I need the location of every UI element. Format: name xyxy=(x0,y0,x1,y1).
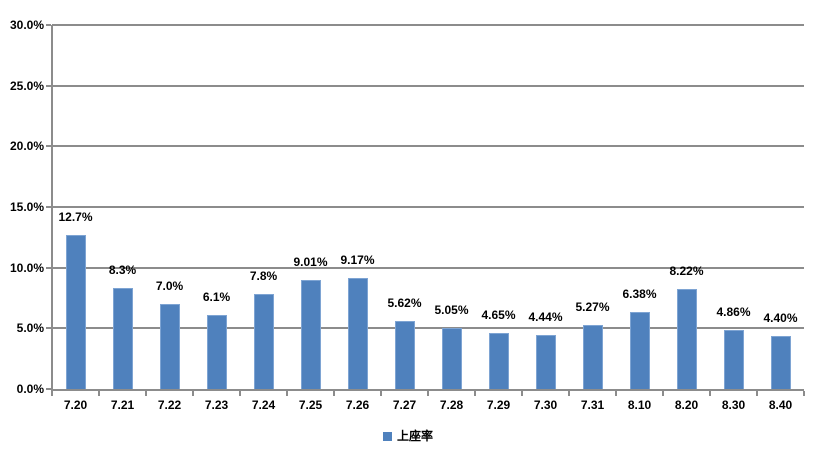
x-tick xyxy=(98,391,100,396)
y-tick xyxy=(46,266,51,269)
data-label: 4.86% xyxy=(716,305,751,320)
x-axis-label: 7.23 xyxy=(204,398,229,412)
y-tick xyxy=(46,84,51,87)
x-tick xyxy=(51,391,53,396)
gridline xyxy=(52,206,804,208)
y-axis-label: 30.0% xyxy=(9,18,44,32)
y-axis-label: 0.0% xyxy=(16,382,44,396)
x-axis-label: 7.25 xyxy=(298,398,323,412)
x-axis-label: 8.30 xyxy=(721,398,746,412)
x-tick xyxy=(239,391,241,396)
data-label: 4.44% xyxy=(528,310,563,325)
bar xyxy=(159,304,180,389)
y-axis-label: 20.0% xyxy=(9,139,44,154)
data-label: 9.17% xyxy=(340,252,375,267)
data-label: 6.1% xyxy=(202,289,231,304)
x-axis-label: 7.28 xyxy=(439,398,464,412)
y-tick xyxy=(46,206,51,208)
data-label: 9.01% xyxy=(293,254,328,269)
y-tick xyxy=(46,24,51,26)
data-label: 5.05% xyxy=(434,302,469,317)
x-tick xyxy=(427,391,429,396)
x-axis-label: 7.31 xyxy=(580,398,605,412)
y-axis-label: 5.0% xyxy=(16,321,44,336)
data-label: 6.38% xyxy=(622,286,657,301)
x-axis-label: 8.40 xyxy=(768,398,793,412)
bar xyxy=(770,335,791,389)
x-tick xyxy=(662,391,664,396)
x-tick xyxy=(286,391,288,396)
x-axis-line xyxy=(52,389,804,391)
x-axis-label: 7.20 xyxy=(63,398,88,412)
data-label: 5.27% xyxy=(575,300,610,315)
gridline xyxy=(52,145,804,148)
data-label: 7.0% xyxy=(155,279,184,294)
data-label: 7.8% xyxy=(249,269,278,284)
x-axis-label: 8.10 xyxy=(627,398,652,412)
x-axis-label: 8.20 xyxy=(674,398,699,412)
bar xyxy=(582,325,603,389)
bar xyxy=(535,335,556,389)
bar xyxy=(347,277,368,389)
x-axis-label: 7.22 xyxy=(157,398,182,412)
y-axis-label: 15.0% xyxy=(9,200,44,214)
y-axis-label: 10.0% xyxy=(9,260,44,275)
gridline xyxy=(52,24,804,26)
x-axis-label: 7.24 xyxy=(251,398,276,412)
x-tick xyxy=(803,391,805,396)
legend: 上座率 xyxy=(382,428,434,444)
bar xyxy=(65,234,86,389)
bar xyxy=(394,320,415,389)
x-tick xyxy=(615,391,617,396)
data-label: 8.3% xyxy=(108,263,137,278)
x-axis-label: 7.29 xyxy=(486,398,511,412)
x-axis-label: 7.21 xyxy=(110,398,135,412)
legend-swatch xyxy=(382,431,392,441)
x-tick xyxy=(521,391,523,396)
gridline xyxy=(52,266,804,269)
y-tick xyxy=(46,388,51,390)
bar xyxy=(676,289,697,389)
bar xyxy=(723,330,744,389)
data-label: 5.62% xyxy=(387,295,422,310)
gridline xyxy=(52,84,804,87)
data-label: 12.7% xyxy=(58,209,93,224)
x-axis-label: 7.26 xyxy=(345,398,370,412)
data-label: 4.65% xyxy=(481,307,516,322)
x-axis-label: 7.27 xyxy=(392,398,417,412)
data-label: 4.40% xyxy=(763,310,798,325)
x-tick xyxy=(756,391,758,396)
legend-label: 上座率 xyxy=(396,429,434,443)
bar xyxy=(488,332,509,389)
bar xyxy=(112,288,133,389)
y-tick xyxy=(46,327,51,330)
bar xyxy=(441,327,462,389)
x-tick xyxy=(145,391,147,396)
x-tick xyxy=(192,391,194,396)
bar xyxy=(253,294,274,389)
y-axis-label: 25.0% xyxy=(9,78,44,93)
x-axis-label: 7.30 xyxy=(533,398,558,412)
y-tick xyxy=(46,145,51,148)
bar xyxy=(629,311,650,389)
bar xyxy=(300,279,321,389)
x-tick xyxy=(333,391,335,396)
x-tick xyxy=(568,391,570,396)
x-tick xyxy=(380,391,382,396)
x-tick xyxy=(709,391,711,396)
x-tick xyxy=(474,391,476,396)
y-axis-line xyxy=(51,25,53,391)
gridline xyxy=(52,327,804,330)
data-label: 8.22% xyxy=(669,264,704,279)
bar xyxy=(206,314,227,389)
